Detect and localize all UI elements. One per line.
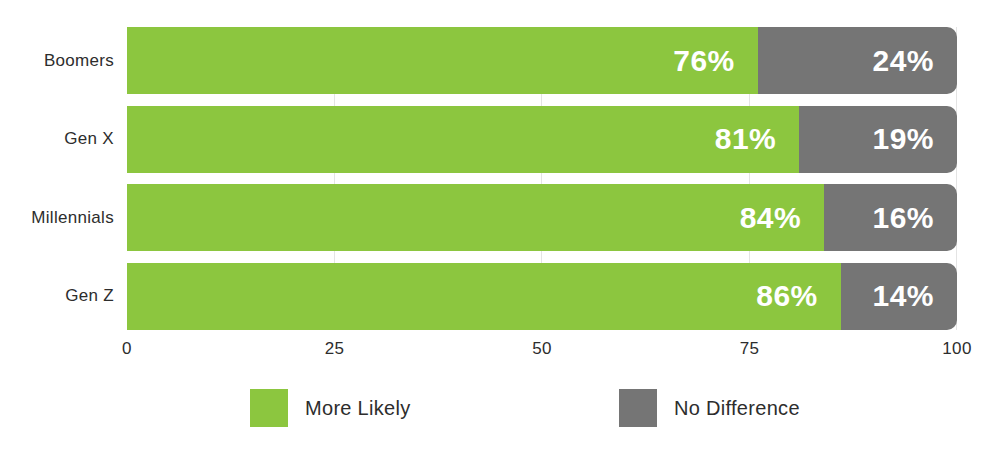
bar-row-boomers: Boomers 76% 24%: [0, 27, 957, 94]
chart-canvas: Boomers 76% 24% Gen X 81% 19%: [0, 0, 1000, 450]
legend: More Likely No Difference: [0, 389, 1000, 429]
legend-swatch-no-difference: [619, 389, 657, 427]
bar-segment-more-likely: 76%: [127, 27, 758, 94]
x-tick-100: 100: [942, 339, 971, 359]
bar-track: 86% 14%: [127, 263, 957, 330]
bar-segment-more-likely: 81%: [127, 106, 799, 173]
x-tick-0: 0: [122, 339, 132, 359]
legend-label-more-likely: More Likely: [305, 397, 411, 420]
value-label-more-likely: 76%: [673, 46, 735, 76]
value-label-no-difference: 19%: [872, 124, 934, 154]
x-axis: 0 25 50 75 100: [127, 339, 957, 361]
x-tick-75: 75: [740, 339, 760, 359]
value-label-more-likely: 84%: [740, 203, 802, 233]
value-label-more-likely: 86%: [756, 281, 818, 311]
legend-item-more-likely: More Likely: [250, 389, 411, 427]
bar-track: 76% 24%: [127, 27, 957, 94]
category-label-boomers: Boomers: [0, 27, 127, 94]
x-tick-50: 50: [532, 339, 552, 359]
legend-label-no-difference: No Difference: [674, 397, 800, 420]
bar-rows: Boomers 76% 24% Gen X 81% 19%: [0, 27, 957, 330]
category-label-gen-z: Gen Z: [0, 263, 127, 330]
x-tick-25: 25: [325, 339, 345, 359]
bar-segment-more-likely: 84%: [127, 184, 824, 251]
bar-row-gen-z: Gen Z 86% 14%: [0, 263, 957, 330]
bar-track: 81% 19%: [127, 106, 957, 173]
legend-item-no-difference: No Difference: [619, 389, 800, 427]
category-label-millennials: Millennials: [0, 184, 127, 251]
bar-row-millennials: Millennials 84% 16%: [0, 184, 957, 251]
category-label-gen-x: Gen X: [0, 106, 127, 173]
bar-segment-no-difference: 16%: [824, 184, 957, 251]
bar-segment-no-difference: 24%: [758, 27, 957, 94]
value-label-no-difference: 14%: [872, 281, 934, 311]
bar-segment-no-difference: 19%: [799, 106, 957, 173]
value-label-more-likely: 81%: [715, 124, 777, 154]
value-label-no-difference: 24%: [872, 46, 934, 76]
bar-segment-more-likely: 86%: [127, 263, 841, 330]
bar-row-gen-x: Gen X 81% 19%: [0, 106, 957, 173]
value-label-no-difference: 16%: [872, 203, 934, 233]
bar-track: 84% 16%: [127, 184, 957, 251]
bar-segment-no-difference: 14%: [841, 263, 957, 330]
legend-swatch-more-likely: [250, 389, 288, 427]
